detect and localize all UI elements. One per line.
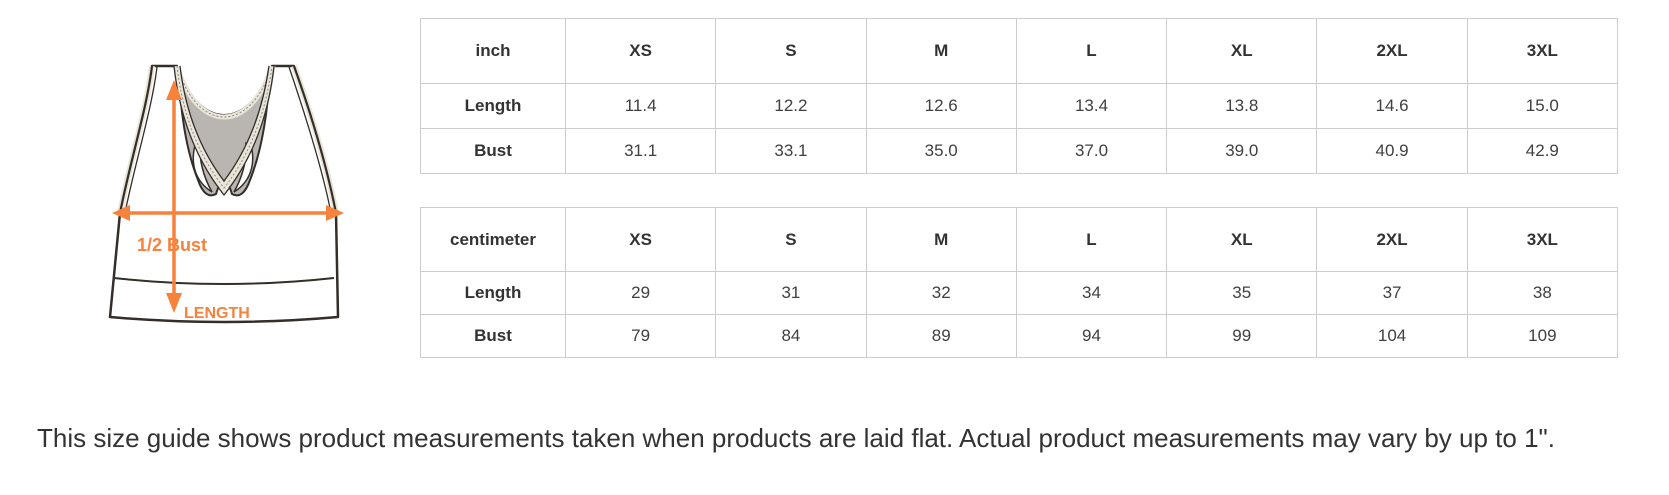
measurement-cell: 84 bbox=[715, 314, 867, 358]
table-row: Length 29 31 32 34 35 37 38 bbox=[420, 271, 1619, 315]
bra-neckline-stitch bbox=[176, 65, 273, 189]
bra-strap-edge-left bbox=[125, 66, 158, 209]
measurement-cell: 40.9 bbox=[1316, 128, 1468, 174]
row-label-cell: Length bbox=[420, 271, 566, 315]
sports-bra-diagram: 1/2 Bust LENGTH bbox=[108, 64, 344, 324]
size-header-cell: L bbox=[1015, 207, 1168, 272]
bra-neckline-edge-outer bbox=[173, 65, 275, 197]
size-guide-caption: This size guide shows product measuremen… bbox=[37, 423, 1555, 453]
row-label-cell: Bust bbox=[420, 314, 566, 358]
measurement-cell: 34 bbox=[1015, 271, 1168, 315]
bra-strap-edge-right bbox=[288, 66, 331, 209]
table-header-row: inch XS S M L XL 2XL 3XL bbox=[420, 18, 1619, 84]
measurement-cell: 32 bbox=[865, 271, 1017, 315]
measurement-cell: 79 bbox=[564, 314, 717, 358]
measurement-cell: 35 bbox=[1166, 271, 1318, 315]
table-row: Bust 79 84 89 94 99 104 109 bbox=[420, 314, 1619, 358]
measurement-cell: 39.0 bbox=[1166, 128, 1318, 174]
size-table-inch: inch XS S M L XL 2XL 3XL Length 11.4 12.… bbox=[420, 18, 1619, 174]
measurement-cell: 33.1 bbox=[715, 128, 867, 174]
size-header-cell: M bbox=[865, 207, 1017, 272]
length-label: LENGTH bbox=[184, 305, 250, 322]
unit-header-cell: inch bbox=[420, 18, 566, 84]
measurement-cell: 99 bbox=[1166, 314, 1318, 358]
size-header-cell: M bbox=[865, 18, 1017, 84]
half-bust-label: 1/2 Bust bbox=[137, 235, 207, 255]
table-row: Bust 31.1 33.1 35.0 37.0 39.0 40.9 42.9 bbox=[420, 128, 1619, 174]
table-row: Length 11.4 12.2 12.6 13.4 13.8 14.6 15.… bbox=[420, 83, 1619, 129]
bra-backneck-stitch bbox=[178, 71, 271, 118]
size-header-cell: XL bbox=[1166, 18, 1318, 84]
size-header-cell: 2XL bbox=[1316, 18, 1468, 84]
measurement-cell: 31 bbox=[715, 271, 867, 315]
measurement-cell: 104 bbox=[1316, 314, 1468, 358]
measurement-cell: 37 bbox=[1316, 271, 1468, 315]
bra-band-seam bbox=[113, 277, 335, 285]
size-header-cell: XS bbox=[564, 207, 717, 272]
measurement-cell: 38 bbox=[1466, 271, 1619, 315]
measurement-cell: 42.9 bbox=[1466, 128, 1619, 174]
measurement-cell: 89 bbox=[865, 314, 1017, 358]
measurement-cell: 15.0 bbox=[1466, 83, 1619, 129]
size-header-cell: 3XL bbox=[1466, 207, 1619, 272]
size-header-cell: S bbox=[715, 207, 867, 272]
measurement-cell: 31.1 bbox=[564, 128, 717, 174]
length-arrow bbox=[166, 80, 182, 313]
measurement-cell: 13.8 bbox=[1166, 83, 1318, 129]
bra-strap-outline-right bbox=[292, 65, 338, 214]
table-header-row: centimeter XS S M L XL 2XL 3XL bbox=[420, 207, 1619, 272]
size-table-centimeter: centimeter XS S M L XL 2XL 3XL Length 29… bbox=[420, 207, 1619, 358]
size-tables-container: inch XS S M L XL 2XL 3XL Length 11.4 12.… bbox=[420, 18, 1619, 358]
bust-arrow bbox=[112, 205, 344, 221]
measurement-cell: 12.2 bbox=[715, 83, 867, 129]
measurement-cell: 94 bbox=[1015, 314, 1168, 358]
measurement-cell: 35.0 bbox=[865, 128, 1017, 174]
size-header-cell: S bbox=[715, 18, 867, 84]
size-header-cell: XS bbox=[564, 18, 717, 84]
measurement-cell: 12.6 bbox=[865, 83, 1017, 129]
size-header-cell: 3XL bbox=[1466, 18, 1619, 84]
bra-strap-outline-left bbox=[118, 65, 154, 214]
bra-neckline-edge-inner bbox=[179, 65, 270, 183]
measurement-cell: 13.4 bbox=[1015, 83, 1168, 129]
measurement-cell: 109 bbox=[1466, 314, 1619, 358]
size-header-cell: L bbox=[1015, 18, 1168, 84]
unit-header-cell: centimeter bbox=[420, 207, 566, 272]
measurement-cell: 29 bbox=[564, 271, 717, 315]
row-label-cell: Bust bbox=[420, 128, 566, 174]
size-header-cell: XL bbox=[1166, 207, 1318, 272]
size-header-cell: 2XL bbox=[1316, 207, 1468, 272]
measurement-cell: 37.0 bbox=[1015, 128, 1168, 174]
measurement-cell: 14.6 bbox=[1316, 83, 1468, 129]
measurement-cell: 11.4 bbox=[564, 83, 717, 129]
row-label-cell: Length bbox=[420, 83, 566, 129]
